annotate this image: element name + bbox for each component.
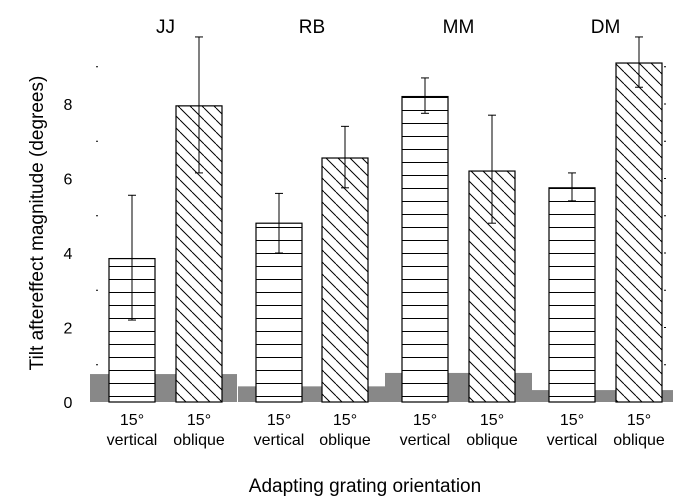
category-angle-label: 15°	[480, 412, 504, 429]
y-tick-label: 2	[64, 321, 73, 338]
category-orientation-label: oblique	[319, 432, 371, 449]
category-orientation-label: vertical	[400, 432, 451, 449]
bar	[548, 187, 596, 403]
category-angle-label: 15°	[267, 412, 291, 429]
category-orientation-label: oblique	[613, 432, 665, 449]
bar	[401, 95, 449, 403]
category-orientation-label: vertical	[254, 432, 305, 449]
y-tick-label: 6	[64, 172, 73, 189]
group-label: JJ	[156, 17, 175, 38]
y-tick-label: 0	[64, 395, 73, 412]
category-angle-label: 15°	[560, 412, 584, 429]
y-axis-label: Tilt aftereffect magnitude (degrees)	[27, 76, 48, 371]
y-axis: 0 2 4 6 8	[64, 66, 666, 412]
bar	[615, 62, 663, 403]
category-angle-label: 15°	[413, 412, 437, 429]
category-orientation-label: vertical	[547, 432, 598, 449]
category-angle-label: 15°	[333, 412, 357, 429]
bar	[321, 157, 369, 403]
category-angle-label: 15°	[120, 412, 144, 429]
category-angle-label: 15°	[187, 412, 211, 429]
labels: JJ 15° vertical 15° oblique RB 15° vertical 15° o…	[107, 17, 665, 449]
category-orientation-label: oblique	[466, 432, 518, 449]
x-axis-label: Adapting grating orientation	[249, 476, 481, 497]
y-tick-label: 8	[64, 97, 73, 114]
category-orientation-label: oblique	[173, 432, 225, 449]
group-label: DM	[591, 17, 621, 38]
y-tick-label: 4	[64, 246, 73, 263]
category-orientation-label: vertical	[107, 432, 158, 449]
bars	[108, 36, 663, 403]
group-label: MM	[443, 17, 475, 38]
category-angle-label: 15°	[627, 412, 651, 429]
group-label: RB	[299, 17, 325, 38]
baseline-band	[532, 390, 673, 402]
